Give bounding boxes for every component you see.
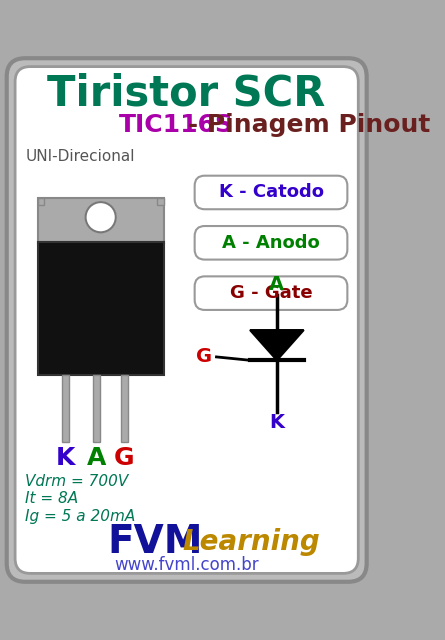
FancyBboxPatch shape [38,242,164,374]
Text: Tiristor SCR: Tiristor SCR [47,72,325,115]
Text: G: G [196,348,212,367]
Text: TIC116S: TIC116S [119,113,234,136]
Text: Vdrm = 700V: Vdrm = 700V [25,474,129,488]
Text: A: A [269,275,284,294]
Circle shape [85,202,116,232]
Text: A - Anodo: A - Anodo [222,234,320,252]
Text: It = 8A: It = 8A [25,492,78,506]
Bar [121,374,128,442]
Bar [62,374,69,442]
FancyBboxPatch shape [7,58,367,582]
Text: K: K [269,413,284,432]
Text: K - Catodo: K - Catodo [218,184,324,202]
Polygon shape [157,198,164,205]
Bar [93,374,100,442]
Text: A: A [87,447,106,470]
FancyBboxPatch shape [194,226,348,260]
Text: www.fvml.com.br: www.fvml.com.br [114,556,259,574]
Text: G - Gate: G - Gate [230,284,312,302]
FancyBboxPatch shape [15,67,358,573]
Text: Ig = 5 a 20mA: Ig = 5 a 20mA [25,509,135,524]
Text: UNI-Direcional: UNI-Direcional [25,149,135,164]
Polygon shape [250,330,304,360]
FancyBboxPatch shape [38,198,164,244]
FancyBboxPatch shape [194,276,348,310]
Text: FVM: FVM [108,524,203,561]
Polygon shape [38,198,44,205]
FancyBboxPatch shape [194,176,348,209]
Text: Learning: Learning [183,529,320,556]
Text: - Pinagem Pinout: - Pinagem Pinout [179,113,430,136]
Text: G: G [114,447,134,470]
Text: K: K [56,447,75,470]
